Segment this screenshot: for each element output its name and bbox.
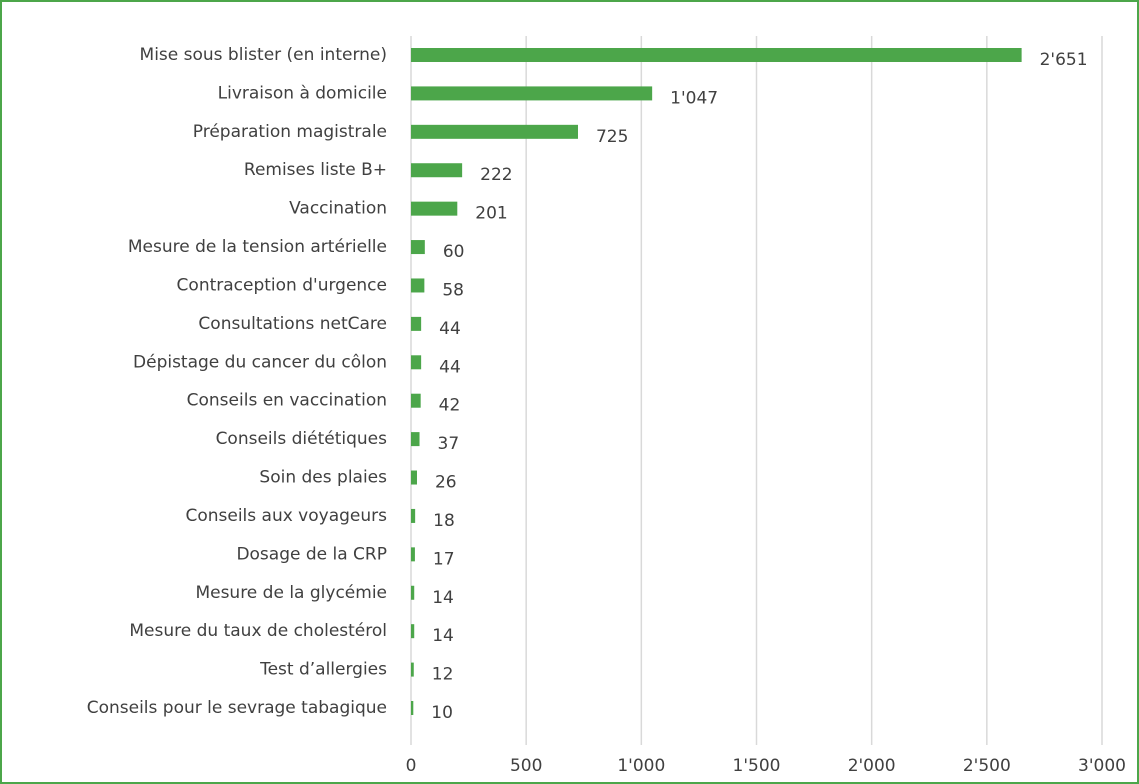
category-label: Mesure de la glycémie: [195, 583, 387, 603]
value-label: 14: [432, 626, 454, 646]
category-label: Conseils en vaccination: [187, 391, 387, 411]
value-label: 37: [438, 434, 460, 454]
category-label: Contraception d'urgence: [177, 275, 387, 295]
value-label: 12: [432, 665, 454, 685]
category-label: Livraison à domicile: [218, 83, 387, 103]
bar: [411, 585, 415, 600]
category-label: Mesure du taux de cholestérol: [129, 621, 387, 641]
bar: [411, 48, 1022, 62]
value-label: 725: [596, 127, 628, 147]
bar: [411, 624, 415, 639]
bar: [411, 508, 416, 523]
category-label: Vaccination: [289, 199, 387, 219]
bar: [411, 432, 420, 447]
category-label: Soin des plaies: [259, 468, 387, 488]
bar: [411, 240, 425, 255]
value-label: 201: [475, 204, 507, 224]
value-label: 42: [439, 396, 461, 416]
category-label: Remises liste B+: [244, 160, 387, 180]
bar: [411, 393, 421, 408]
x-tick-label: 0: [406, 756, 417, 776]
value-label: 18: [433, 511, 455, 531]
x-tick-label: 2'000: [848, 756, 896, 776]
value-label: 222: [480, 165, 512, 185]
category-label: Test d’allergies: [259, 660, 387, 680]
bar: [411, 701, 414, 715]
value-label: 26: [435, 473, 457, 493]
value-label: 2'651: [1040, 50, 1088, 70]
value-label: 1'047: [670, 88, 718, 108]
bar: [411, 124, 578, 139]
value-label: 44: [439, 319, 461, 339]
bar: [411, 547, 415, 562]
value-label: 58: [442, 280, 464, 300]
bar: [411, 355, 422, 370]
category-label: Mise sous blister (en interne): [140, 45, 387, 65]
bar: [411, 662, 414, 677]
bar: [411, 316, 422, 331]
bar: [411, 470, 417, 485]
value-label: 60: [443, 242, 465, 262]
category-label: Dépistage du cancer du côlon: [133, 352, 387, 372]
value-label: 44: [439, 357, 461, 377]
category-label: Consultations netCare: [198, 314, 387, 334]
x-tick-label: 1'000: [617, 756, 665, 776]
value-label: 10: [431, 703, 453, 723]
category-label: Mesure de la tension artérielle: [128, 237, 387, 257]
bar: [411, 86, 653, 101]
value-label: 17: [433, 549, 455, 569]
x-tick-label: 1'500: [733, 756, 781, 776]
category-label: Dosage de la CRP: [236, 544, 387, 564]
bar: [411, 163, 463, 178]
category-label: Préparation magistrale: [193, 122, 387, 142]
x-tick-label: 3'000: [1078, 756, 1126, 776]
x-tick-label: 500: [510, 756, 542, 776]
bar: [411, 201, 458, 216]
category-label: Conseils pour le sevrage tabagique: [87, 698, 387, 718]
category-label: Conseils aux voyageurs: [185, 506, 387, 526]
value-label: 14: [432, 588, 454, 608]
bar: [411, 278, 425, 293]
category-label: Conseils diététiques: [216, 429, 388, 449]
x-tick-label: 2'500: [963, 756, 1011, 776]
